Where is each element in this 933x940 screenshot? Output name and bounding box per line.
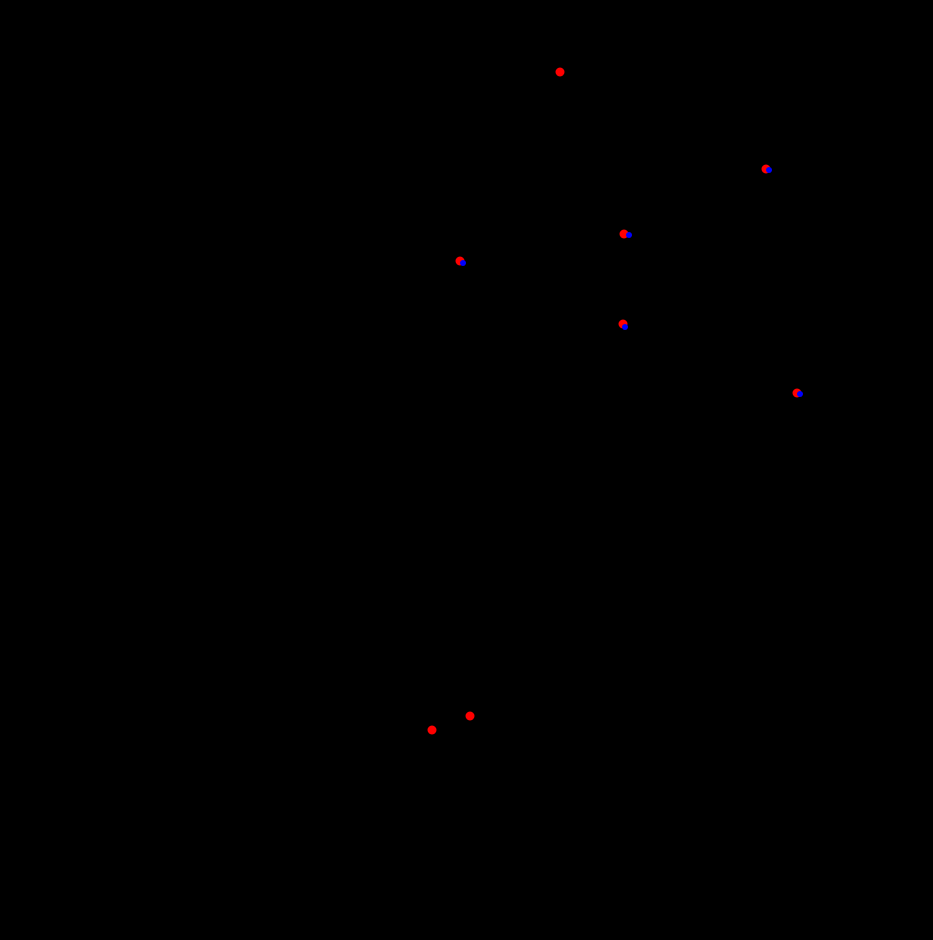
scatter-point-blue bbox=[460, 260, 466, 266]
scatter-chart bbox=[0, 0, 933, 940]
scatter-point-red bbox=[428, 726, 437, 735]
scatter-point-blue bbox=[797, 391, 803, 397]
scatter-point-red bbox=[556, 68, 565, 77]
scatter-point-red bbox=[466, 712, 475, 721]
scatter-point-blue bbox=[622, 324, 628, 330]
scatter-point-blue bbox=[766, 167, 772, 173]
scatter-point-blue bbox=[626, 232, 632, 238]
